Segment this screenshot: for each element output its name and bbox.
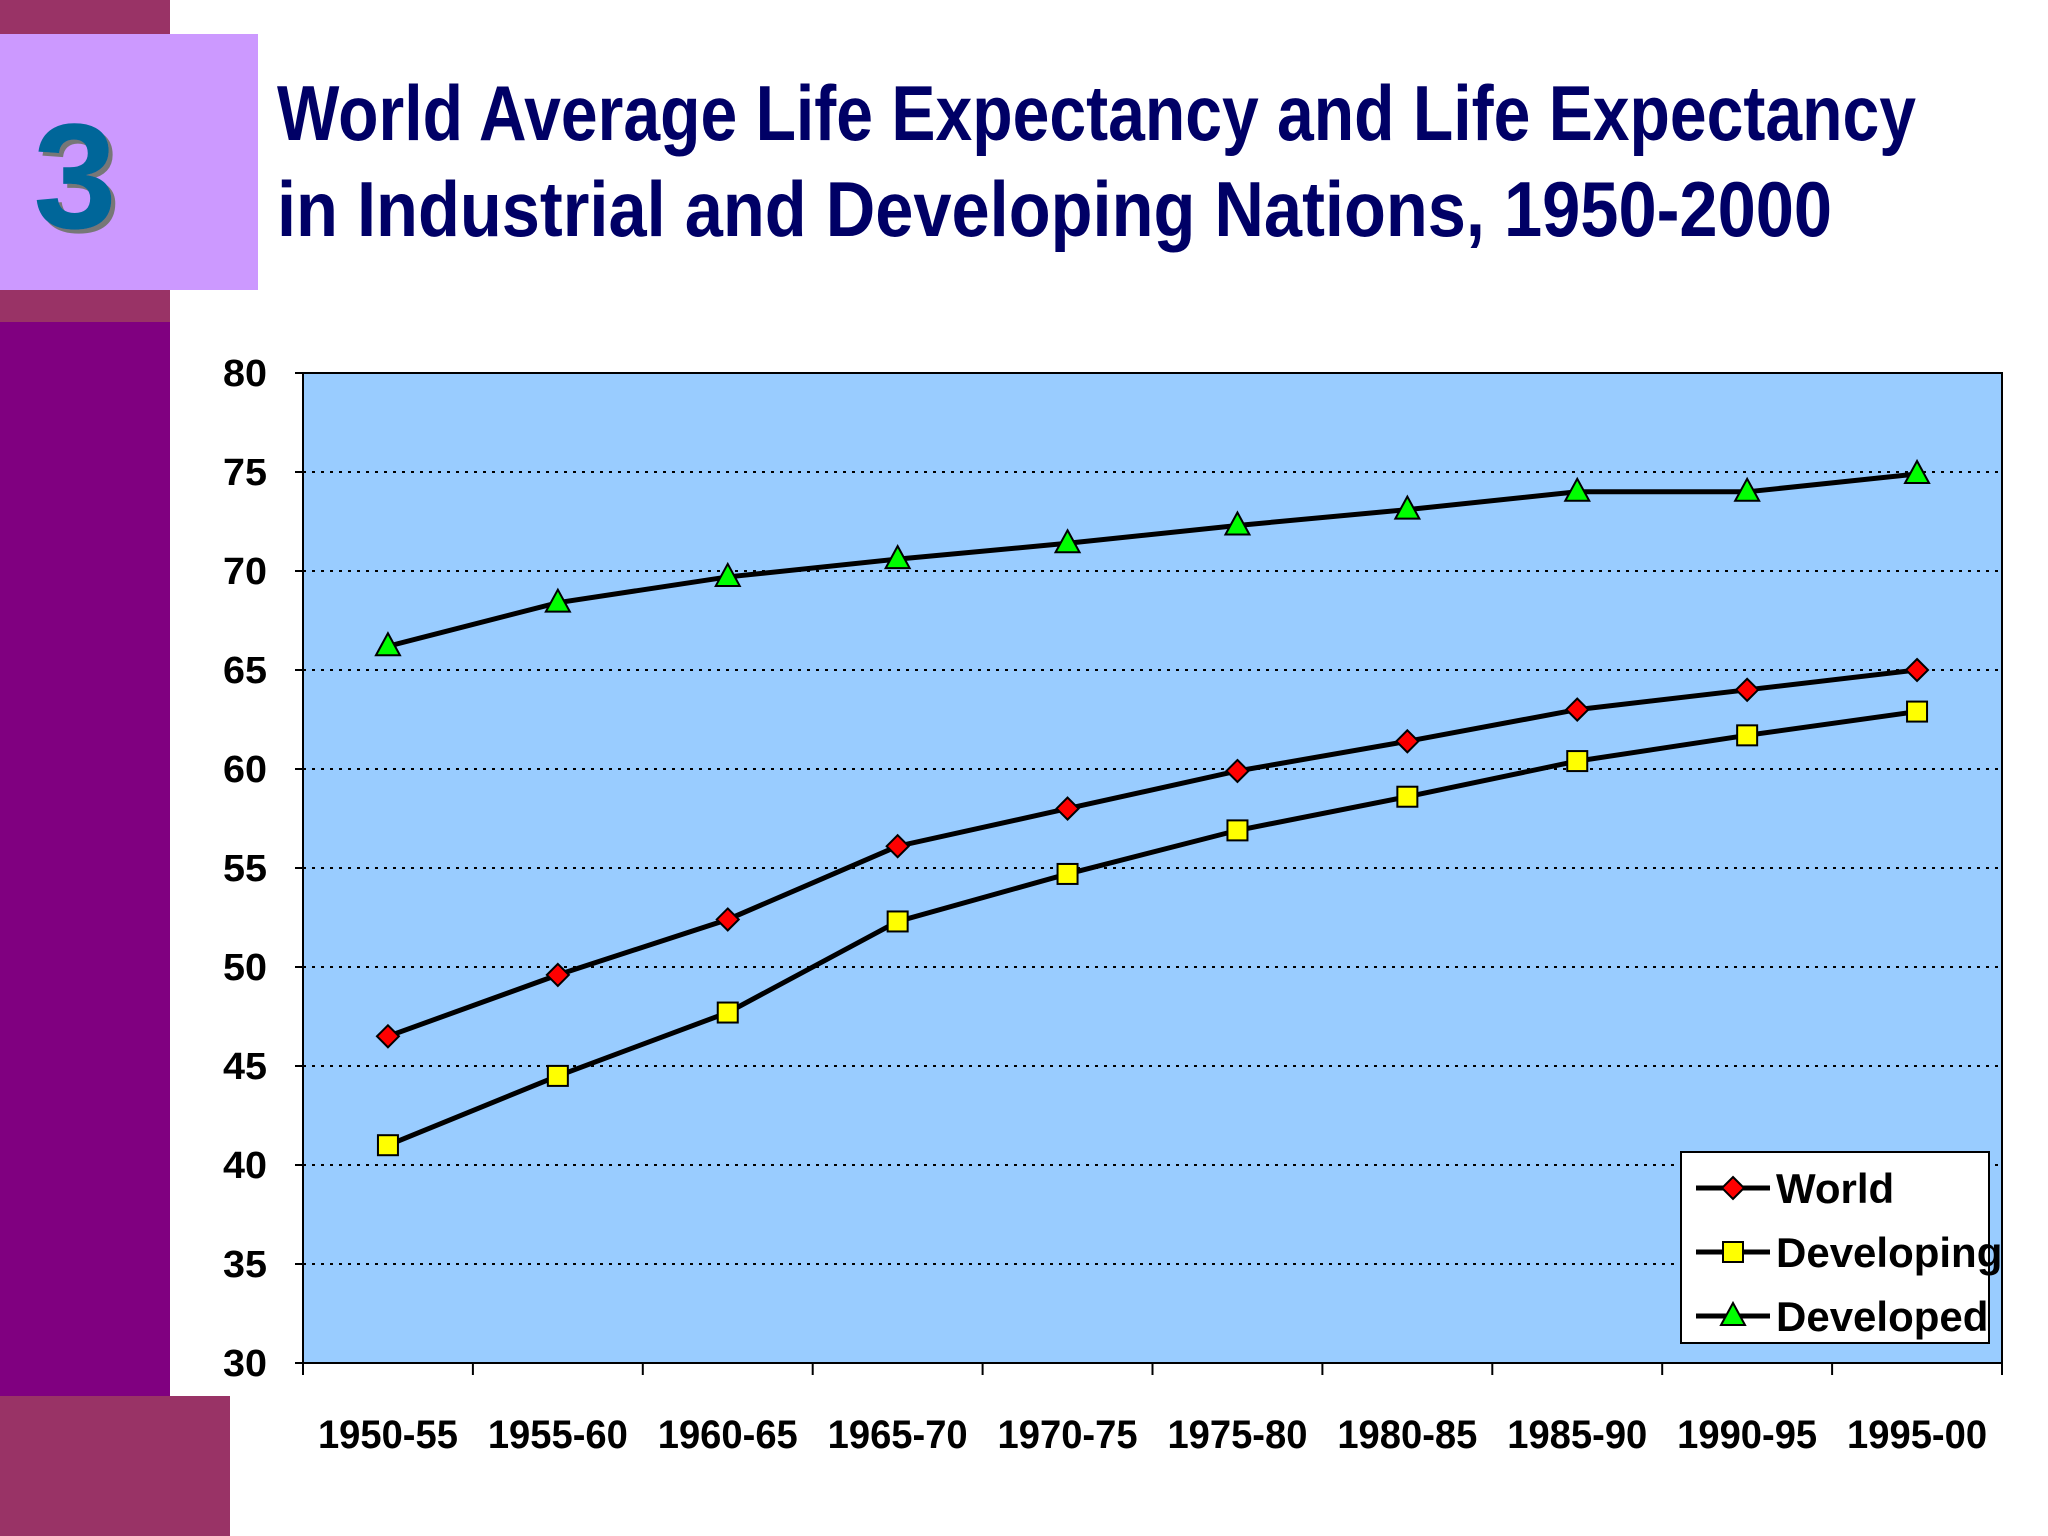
- data-point-world: [1394, 728, 1420, 754]
- y-tick-label: 65: [223, 650, 267, 692]
- x-tick-label: 1970-75: [998, 1413, 1138, 1457]
- sidebar-band-bottom: [0, 1396, 230, 1536]
- data-point-developing: [1566, 750, 1589, 773]
- data-point-developed: [374, 631, 402, 657]
- x-tick-label: 1980-85: [1337, 1413, 1477, 1457]
- title-line-2: in Industrial and Developing Nations, 19…: [277, 165, 1832, 253]
- data-point-world: [375, 1023, 401, 1049]
- title-line-1: World Average Life Expectancy and Life E…: [277, 69, 1916, 157]
- data-point-world: [885, 833, 911, 859]
- y-tick-label: 70: [223, 551, 267, 593]
- y-tick-label: 75: [223, 452, 267, 494]
- legend-marker-world: [1720, 1175, 1746, 1201]
- legend-marker-developed: [1719, 1300, 1747, 1326]
- y-tick-label: 45: [223, 1046, 267, 1088]
- data-point-developing: [1226, 819, 1249, 842]
- data-point-developed: [1223, 510, 1252, 536]
- x-tick-label: 1955-60: [488, 1413, 628, 1457]
- data-point-world: [1734, 677, 1760, 703]
- series-line-developing: [387, 709, 1918, 1148]
- data-point-world: [1055, 796, 1080, 822]
- x-tick-label: 1985-90: [1507, 1413, 1647, 1457]
- y-tick-label: 80: [223, 353, 267, 395]
- y-tick-label: 40: [223, 1145, 267, 1187]
- data-point-world: [1225, 758, 1250, 784]
- data-point-developed: [544, 587, 572, 613]
- data-point-developed: [1733, 476, 1761, 502]
- y-tick-label: 35: [223, 1244, 267, 1286]
- data-point-world: [1904, 657, 1930, 683]
- legend: World Developing Developed: [1680, 1151, 2002, 1344]
- data-point-world: [715, 907, 741, 932]
- data-point-developing: [546, 1064, 569, 1087]
- x-tick-label: 1965-70: [828, 1413, 968, 1457]
- slide-number: 3: [33, 92, 116, 260]
- series-line-developed: [387, 471, 1918, 649]
- data-point-developing: [716, 1001, 739, 1024]
- data-point-developed: [1053, 528, 1082, 554]
- data-point-developing: [1736, 724, 1759, 747]
- y-tick-label: 60: [223, 749, 267, 791]
- data-point-developing: [376, 1134, 399, 1157]
- y-tick-label: 30: [223, 1343, 267, 1385]
- y-tick-label: 50: [223, 947, 267, 989]
- legend-label-developed: Developed: [1776, 1293, 1988, 1340]
- x-tick-label: 1995-00: [1847, 1413, 1987, 1457]
- slide-number-box: [0, 34, 258, 290]
- legend-label-developing: Developing: [1776, 1229, 2002, 1276]
- data-point-developed: [714, 561, 742, 587]
- x-tick-label: 1950-55: [318, 1413, 458, 1457]
- x-tick-label: 1960-65: [658, 1413, 798, 1457]
- legend-marker-developing: [1722, 1241, 1744, 1263]
- x-tick-label: 1975-80: [1167, 1413, 1307, 1457]
- data-point-world: [1564, 697, 1590, 723]
- data-point-developing: [886, 910, 909, 933]
- data-point-developing: [1396, 785, 1419, 808]
- data-point-developed: [1563, 476, 1591, 502]
- y-tick-label: 55: [223, 848, 267, 890]
- data-point-developing: [1906, 700, 1929, 723]
- data-point-developed: [883, 544, 912, 570]
- data-point-developed: [1903, 458, 1931, 484]
- data-point-developing: [1056, 862, 1079, 885]
- legend-label-world: World: [1776, 1165, 1894, 1212]
- data-point-world: [545, 962, 571, 988]
- series-line-world: [387, 667, 1918, 1039]
- data-point-developed: [1393, 494, 1422, 520]
- x-tick-label: 1990-95: [1677, 1413, 1817, 1457]
